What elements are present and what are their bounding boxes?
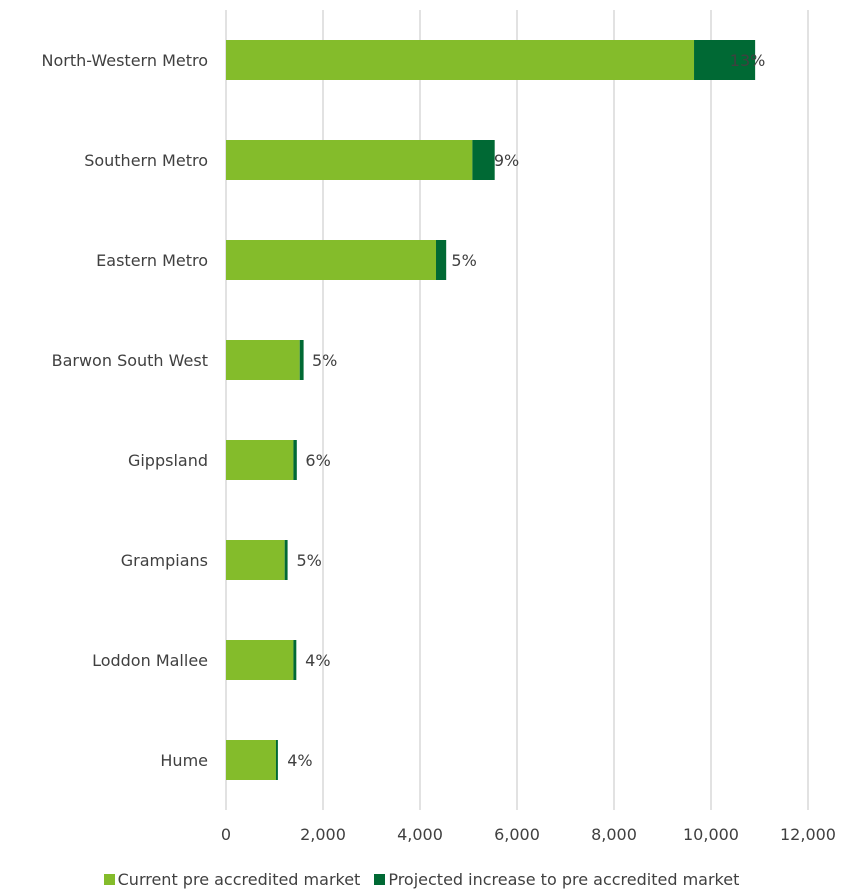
legend: Current pre accredited market Projected …	[0, 868, 843, 890]
bar-current	[226, 540, 285, 580]
x-tick-label: 6,000	[494, 825, 540, 844]
category-label: Grampians	[121, 551, 208, 570]
data-label: 5%	[296, 551, 321, 570]
data-label: 6%	[305, 451, 330, 470]
legend-item-current[interactable]: Current pre accredited market	[103, 869, 361, 889]
data-label: 13%	[730, 51, 766, 70]
category-label: Southern Metro	[84, 151, 208, 170]
bar-current	[226, 740, 276, 780]
x-axis-tick-labels: 0 2,000 4,000 6,000 8,000 10,000 12,000	[221, 825, 836, 844]
bars	[226, 40, 756, 780]
category-label: Loddon Mallee	[92, 651, 208, 670]
category-labels: North-Western Metro Southern Metro Eastern…	[41, 51, 208, 770]
x-tick-label: 8,000	[591, 825, 637, 844]
legend-label-current: Current pre accredited market	[117, 869, 361, 889]
data-labels: 13% 9% 5% 5% 6% 5% 4% 4%	[287, 51, 765, 770]
bar-current	[226, 240, 437, 280]
data-label: 4%	[287, 751, 312, 770]
legend-label-increase: Projected increase to pre accredited mar…	[388, 869, 740, 889]
bar-current	[226, 340, 300, 380]
grid-lines	[225, 10, 809, 810]
bar-increase	[275, 740, 278, 780]
bar-current	[226, 40, 695, 80]
legend-item-increase[interactable]: Projected increase to pre accredited mar…	[374, 870, 739, 889]
bar-increase	[694, 40, 756, 80]
category-label: Gippsland	[128, 451, 208, 470]
category-label: North-Western Metro	[41, 51, 208, 70]
x-tick-label: 2,000	[300, 825, 346, 844]
stacked-bar-chart: North-Western Metro Southern Metro Eastern…	[41, 10, 836, 844]
bar-increase	[436, 240, 447, 280]
legend-swatch-current	[103, 873, 115, 885]
bar-current	[226, 140, 473, 180]
category-label: Barwon South West	[52, 351, 208, 370]
bar-increase	[293, 440, 297, 480]
x-tick-label: 4,000	[397, 825, 443, 844]
data-label: 4%	[305, 651, 330, 670]
bar-increase	[472, 140, 495, 180]
data-label: 9%	[494, 151, 519, 170]
bar-increase	[293, 640, 297, 680]
bar-current	[226, 440, 294, 480]
bar-increase	[284, 540, 288, 580]
bar-increase	[299, 340, 304, 380]
category-label: Eastern Metro	[96, 251, 208, 270]
x-tick-label: 0	[221, 825, 231, 844]
data-label: 5%	[451, 251, 476, 270]
x-tick-label: 12,000	[780, 825, 836, 844]
bar-current	[226, 640, 294, 680]
legend-swatch-increase	[374, 873, 386, 885]
category-label: Hume	[160, 751, 208, 770]
data-label: 5%	[312, 351, 337, 370]
x-tick-label: 10,000	[683, 825, 739, 844]
